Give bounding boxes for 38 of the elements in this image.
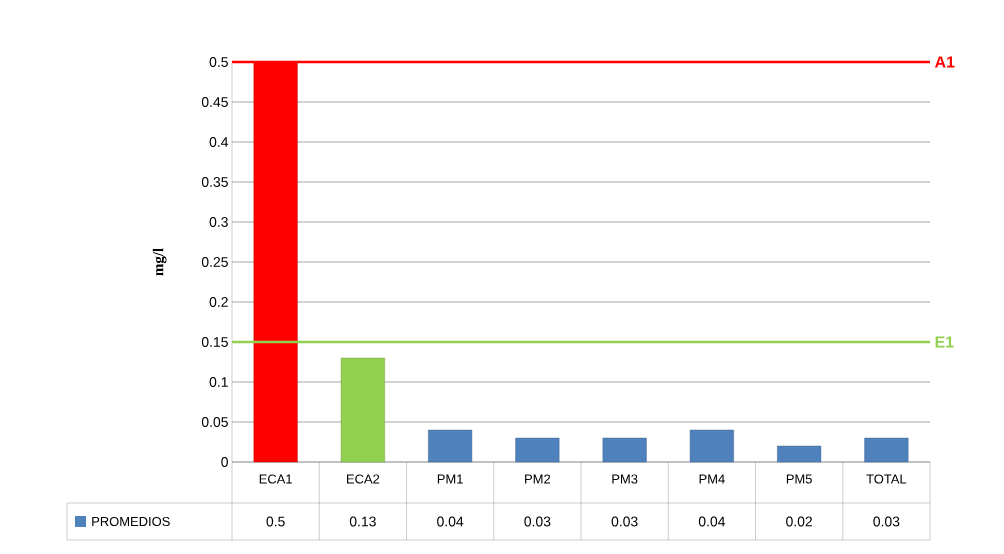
x-tick-label: TOTAL: [866, 474, 907, 484]
bar: [777, 445, 822, 463]
data-label: 0.03: [873, 516, 900, 527]
x-tick-label: PM2: [525, 474, 551, 484]
y-tick-label: 0.2: [209, 297, 228, 307]
bar: [340, 357, 385, 463]
bar: [689, 429, 734, 463]
data-label: 0.5: [266, 516, 285, 527]
legend-label: PROMEDIOS: [92, 516, 170, 527]
x-tick-label: PM3: [612, 474, 638, 484]
y-tick-label: 0.4: [209, 137, 229, 147]
bar: [602, 437, 647, 463]
y-tick-label: 0.25: [201, 257, 228, 267]
x-tick-label: ECA2: [347, 474, 380, 484]
data-label: 0.02: [786, 516, 812, 527]
y-axis-title: mg/l: [152, 248, 167, 276]
x-tick-label: PM4: [699, 474, 725, 484]
y-tick-label: 0.15: [201, 337, 228, 347]
ref-line-label: A1: [934, 56, 955, 68]
bar: [515, 437, 560, 463]
data-label: 0.13: [349, 516, 376, 527]
x-tick-label: ECA1: [259, 474, 292, 484]
x-tick-label: PM5: [786, 474, 812, 484]
y-tick-label: 0.45: [201, 97, 228, 107]
y-tick-label: 0.05: [201, 417, 228, 427]
y-tick-label: 0: [221, 457, 228, 467]
y-tick-label: 0.1: [209, 377, 228, 387]
bar: [428, 429, 473, 463]
data-label: 0.04: [437, 516, 464, 527]
data-label: 0.03: [611, 516, 638, 527]
bar: [864, 437, 909, 463]
y-tick-label: 0.3: [209, 217, 228, 227]
y-tick-label: 0.5: [209, 57, 228, 67]
y-tick-label: 0.35: [201, 177, 228, 187]
data-label: 0.03: [524, 516, 551, 527]
x-tick-label: PM1: [437, 474, 463, 484]
ref-line-label: E1: [935, 336, 954, 348]
data-label: 0.04: [698, 516, 726, 527]
